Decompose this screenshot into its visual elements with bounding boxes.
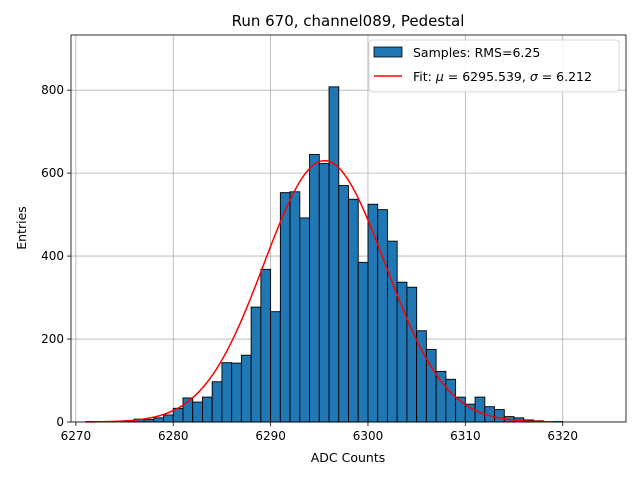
histogram-bar [318,163,330,423]
histogram-bar [201,396,213,423]
x-tick-label: 6270 [61,429,92,443]
histogram-bar [386,240,398,423]
histogram-bar [163,414,174,423]
x-tick-label: 6290 [255,429,286,443]
chart-title: Run 670, channel089, Pedestal [232,12,465,30]
histogram-bar [221,362,233,423]
legend-histogram-label: Samples: RMS=6.25 [413,45,540,60]
histogram-bar [435,370,447,423]
y-axis-label: Entries [14,206,29,250]
legend-box [368,39,620,93]
histogram-bars [85,86,564,423]
legend: Samples: RMS=6.25 Fit: μ = 6295.539, σ =… [368,39,620,93]
histogram-bar [445,378,457,423]
y-tick-label: 600 [41,166,64,180]
histogram-bar [240,354,252,423]
histogram-bar [250,306,262,423]
y-tick-label: 0 [56,415,64,429]
histogram-bar [279,192,291,423]
histogram-bar [231,362,242,423]
y-tick-label: 800 [41,83,64,97]
histogram-bar [299,217,311,423]
histogram-bar [338,185,349,423]
histogram-bar [289,191,301,423]
legend-fit-label: Fit: μ = 6295.539, σ = 6.212 [413,69,592,84]
x-tick-label: 6310 [450,429,481,443]
histogram-bar [348,198,359,423]
histogram-bar [270,311,281,423]
histogram-bar [260,268,272,423]
x-tick-label: 6300 [353,429,384,443]
x-axis-label: ADC Counts [311,450,386,465]
histogram-bar [367,203,379,423]
histogram-bar [474,396,486,423]
histogram-bar [192,401,203,423]
histogram-bar [328,86,340,423]
histogram-bar [211,381,223,423]
x-tick-label: 6280 [158,429,189,443]
x-tick-label: 6320 [547,429,578,443]
histogram-bar [377,209,388,423]
plot-frame [70,34,627,423]
y-tick-label: 400 [41,249,64,263]
y-tick-label: 200 [41,332,64,346]
histogram-bar [494,409,505,423]
histogram-bar [357,261,369,423]
legend-histogram-swatch [373,46,403,58]
histogram-bar [406,286,418,423]
histogram-bar [153,417,164,423]
x-axis-ticks: 6270 6280 6290 6300 6310 6320 [61,422,578,443]
histogram-bar [309,154,320,423]
fit-curve [85,159,553,423]
y-axis-ticks: 0 200 400 600 800 [41,83,71,429]
histogram-bar [396,281,408,423]
